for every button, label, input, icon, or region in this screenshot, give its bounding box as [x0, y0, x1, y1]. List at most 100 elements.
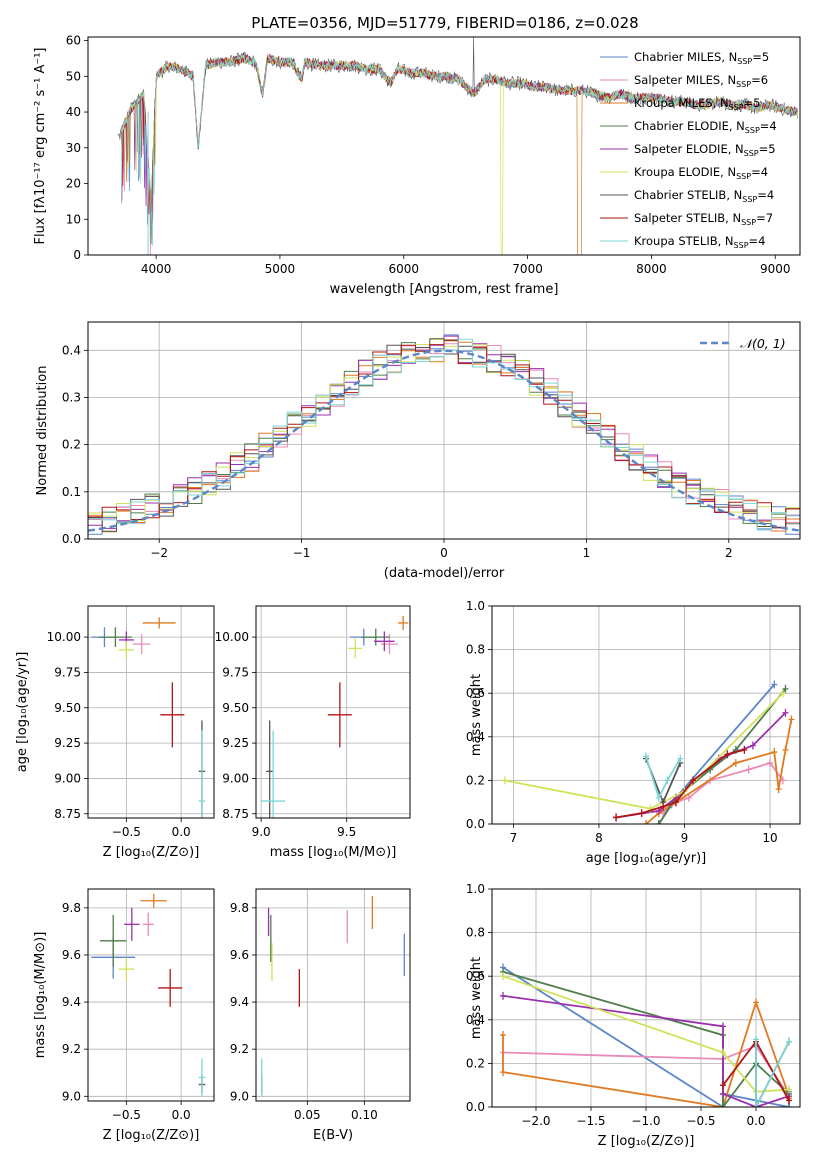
errorbar-point: [140, 893, 167, 908]
weight-point-marker: [720, 1081, 726, 1090]
legend-subscript: SSP: [745, 126, 760, 135]
weight-series-line: [645, 719, 793, 824]
weight-point-marker: [767, 758, 774, 767]
legend-entry: Salpeter MILES, NSSP=6: [634, 73, 768, 89]
legend-entry: Chabrier STELIB, NSSP=4: [634, 188, 774, 204]
y-tick-label: 0.6: [466, 686, 485, 700]
weight-point-marker: [720, 1103, 726, 1107]
legend-subscript: SSP: [744, 149, 759, 158]
errorbar-point: [327, 682, 352, 748]
weight-point-marker: [613, 813, 620, 822]
y-tick-label: 0.4: [62, 343, 81, 357]
residuals-panel: −2 −1 0 1 2 0.0 0.1 0.2 0.3 0.4 (data-model)/error…: [35, 321, 801, 581]
weight-vs-Z-xlabel: Z [log₁₀(Z/Z⊙)]: [598, 1134, 695, 1149]
y-tick-label: 8.75: [222, 807, 249, 821]
errorbar-point: [124, 907, 140, 941]
y-tick-label: 50: [66, 69, 81, 83]
legend-text: Salpeter ELODIE, N: [634, 142, 744, 156]
y-tick-label: 1.0: [466, 882, 485, 896]
legend-suffix: =4: [751, 165, 768, 179]
weight-point-marker: [745, 765, 752, 774]
y-tick-label: 0.8: [466, 926, 485, 940]
weight-point-marker: [786, 1085, 792, 1094]
weight-point-marker: [779, 689, 786, 698]
errorbar-point: [198, 1058, 206, 1097]
legend-entry: Salpeter ELODIE, NSSP=5: [634, 142, 776, 158]
y-tick-label: 0.2: [466, 773, 485, 787]
legend-suffix: =5: [752, 50, 769, 64]
legend-suffix: =5: [759, 142, 776, 156]
errorbar-point: [398, 615, 409, 631]
histogram-steps: [88, 334, 800, 535]
x-tick-label: −2: [150, 546, 168, 560]
errorbar-point: [261, 730, 286, 818]
age-vs-mass-frame: [255, 605, 411, 819]
weight-vs-Z-ylabel: mass weight: [469, 957, 484, 1039]
weight-point-marker: [771, 680, 778, 689]
weight-point-marker: [786, 1096, 792, 1105]
legend-text: Salpeter STELIB, N: [634, 211, 741, 225]
y-tick-label: 0.6: [466, 969, 485, 983]
weight-point-marker: [655, 820, 662, 824]
weight-point-marker: [643, 820, 649, 824]
y-tick-label: 0: [73, 248, 81, 262]
weight-point-marker: [786, 1037, 792, 1046]
legend-text: Salpeter MILES, N: [634, 73, 736, 87]
x-tick-label: 8000: [636, 262, 667, 276]
errorbar-point: [100, 914, 127, 967]
age-vs-mass-markers: [261, 615, 409, 818]
y-tick-label: 30: [66, 141, 81, 155]
x-tick-label: 0.0: [172, 825, 191, 839]
legend-text: Chabrier ELODIE, N: [634, 119, 745, 133]
errorbar-point: [374, 631, 395, 652]
y-tick-label: 10.00: [47, 630, 81, 644]
y-tick-label: 10: [66, 212, 81, 226]
y-tick-label: 0.2: [466, 1056, 485, 1070]
errorbar-point: [348, 638, 363, 659]
weight-series-line: [502, 970, 790, 1107]
y-tick-label: 0.0: [466, 817, 485, 831]
y-tick-label: 60: [66, 34, 81, 48]
legend-text: Chabrier STELIB, N: [634, 188, 742, 202]
legend-suffix: =7: [756, 211, 773, 225]
weight-point-marker: [685, 793, 692, 802]
mass-vs-EBV-panel: 0.05 0.10 9.0 9.2 9.4 9.6 9.8 E(B-V): [230, 888, 411, 1143]
y-tick-label: 40: [66, 105, 81, 119]
weight-point-marker: [500, 991, 506, 1000]
age-vs-mass-xlabel: mass [log₁₀(M/M⊙)]: [270, 845, 397, 860]
weight-point-marker: [500, 972, 506, 981]
weight-point-marker: [788, 715, 795, 724]
weight-point-marker: [664, 776, 671, 785]
errorbar-point: [158, 969, 183, 1007]
legend-text: Kroupa ELODIE, N: [634, 165, 736, 179]
age-vs-Z-frame: [87, 605, 215, 819]
weight-point-marker: [724, 750, 731, 759]
legend-subscript: SSP: [736, 172, 751, 181]
y-tick-label: 9.0: [230, 1089, 249, 1103]
spectrum-frame: [87, 36, 801, 256]
mass-vs-Z-frame: [87, 888, 215, 1102]
weight-point-marker: [655, 793, 662, 802]
legend-suffix: =4: [757, 188, 774, 202]
weight-point-marker: [741, 745, 748, 754]
spectrum-ylabel: Flux [fλ10⁻¹⁷ erg cm⁻² s⁻¹ A⁻¹]: [33, 48, 48, 245]
x-tick-label: 0.05: [294, 1108, 321, 1122]
legend-entry: Chabrier MILES, NSSP=5: [634, 50, 769, 66]
weight-point-marker: [500, 1068, 506, 1077]
y-tick-label: 0.0: [466, 1100, 485, 1114]
x-tick-label: 9.5: [337, 825, 356, 839]
weight-series-line: [645, 756, 681, 801]
x-tick-label: 7: [510, 831, 518, 845]
legend-text: Kroupa MILES, N: [634, 96, 729, 110]
weight-point-marker: [749, 741, 756, 750]
spectrum-series-line: [121, 54, 798, 246]
errorbar-point: [132, 634, 151, 655]
weight-vs-age-xlabel: age [log₁₀(age/yr)]: [586, 851, 707, 866]
legend-subscript: SSP: [742, 195, 757, 204]
x-tick-label: −0.5: [686, 1114, 715, 1128]
spectrum-xlabel: wavelength [Angstrom, rest frame]: [330, 282, 559, 297]
weight-series-line: [504, 692, 784, 810]
weight-point-marker: [732, 758, 739, 767]
x-tick-label: 6000: [388, 262, 419, 276]
errorbar-point: [198, 730, 206, 818]
